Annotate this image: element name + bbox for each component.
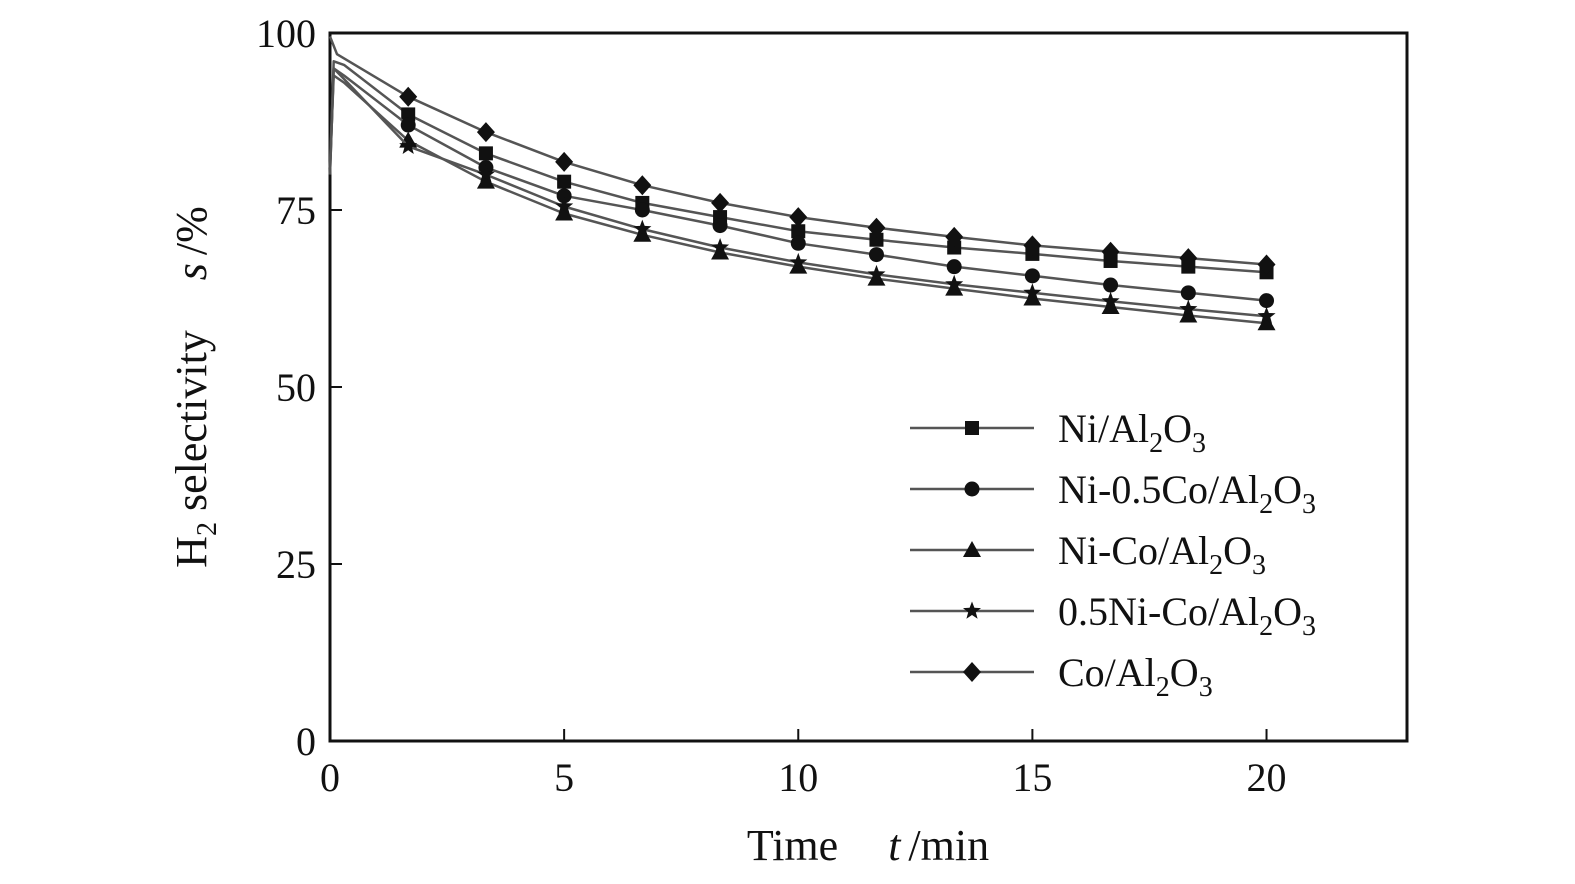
data-point [400,117,416,133]
series-3 [328,67,1276,324]
y-tick-label: 25 [276,542,316,587]
series-2 [328,74,1276,331]
data-point [399,136,418,154]
data-point [1257,306,1276,324]
data-point [711,238,730,256]
data-point [947,240,962,255]
data-point [1179,299,1198,317]
legend: Ni/Al2O3 Ni-0.5Co/Al2O3 Ni-Co/Al2O3 0.5Ni-C… [910,406,1316,703]
x-axis-label: Time t/min [747,821,989,870]
series-line [328,36,1267,266]
plot-frame [328,31,1409,743]
data-point [789,207,808,228]
legend-marker [963,662,981,682]
legend-marker [963,601,981,619]
series-1 [328,67,1275,309]
data-point [555,204,574,221]
legend-item: 0.5Ni-Co/Al2O3 [910,589,1316,642]
data-point [633,225,652,242]
series-layer [328,36,1276,331]
y-tick-label: 50 [276,365,316,410]
series-line [328,67,1267,318]
data-point [1024,268,1040,284]
y-tick-label: 0 [296,719,316,764]
x-tick-label: 10 [778,755,818,800]
data-point [789,252,808,271]
legend-item: Ni/Al2O3 [910,406,1206,459]
data-point [1101,241,1120,262]
data-point [555,151,574,172]
data-point [634,202,650,218]
data-point [1101,297,1120,314]
x-tick-label: 0 [320,755,340,800]
data-point [869,232,884,247]
legend-marker [965,421,979,435]
legend-item: Ni-0.5Co/Al2O3 [910,467,1316,520]
legend-item: Co/Al2O3 [910,650,1213,703]
data-point [555,197,574,215]
data-point [1179,306,1198,323]
x-tick-label: 5 [554,755,574,800]
data-point [867,264,886,283]
legend-item: Ni-Co/Al2O3 [910,528,1266,581]
data-point [711,192,730,213]
y-tick-label: 100 [256,11,316,56]
legend-marker [963,541,981,557]
data-point [1101,291,1120,309]
data-point [1103,277,1119,293]
data-point [399,86,418,107]
data-point [478,146,493,161]
data-point [476,165,495,183]
data-point [1180,285,1196,301]
data-point [1259,293,1275,309]
data-point [1023,289,1042,306]
y-axis-label: H2 selectivitys/% [167,206,223,568]
data-point [1257,314,1276,331]
series-4 [328,36,1276,275]
data-point [556,188,572,204]
data-point [945,274,964,292]
y-tick-label: 75 [276,188,316,233]
data-point [1257,254,1276,275]
data-point [1023,235,1042,256]
x-tick-label: 15 [1012,755,1052,800]
legend-label: Co/Al2O3 [1058,650,1213,703]
data-point [867,217,886,238]
x-tick-label: 20 [1247,755,1287,800]
legend-label: Ni/Al2O3 [1058,406,1206,459]
data-point [946,259,962,275]
data-point [1179,248,1198,269]
data-point [476,122,495,143]
data-point [712,218,728,234]
legend-label: 0.5Ni-Co/Al2O3 [1058,589,1316,642]
data-point [945,226,964,247]
data-point [633,219,652,237]
data-point [790,235,806,251]
data-point [557,174,572,189]
legend-label: Ni-0.5Co/Al2O3 [1058,467,1316,520]
data-point [868,247,884,263]
data-point [791,224,806,239]
axes: 0 5 10 15 20 0 25 50 75 100 Time t/min H2 selectivit… [167,11,1409,870]
data-point [401,107,416,122]
data-point [633,175,652,196]
data-point [1023,283,1042,301]
legend-label: Ni-Co/Al2O3 [1058,528,1266,581]
data-point [476,172,495,189]
legend-marker [964,481,980,497]
